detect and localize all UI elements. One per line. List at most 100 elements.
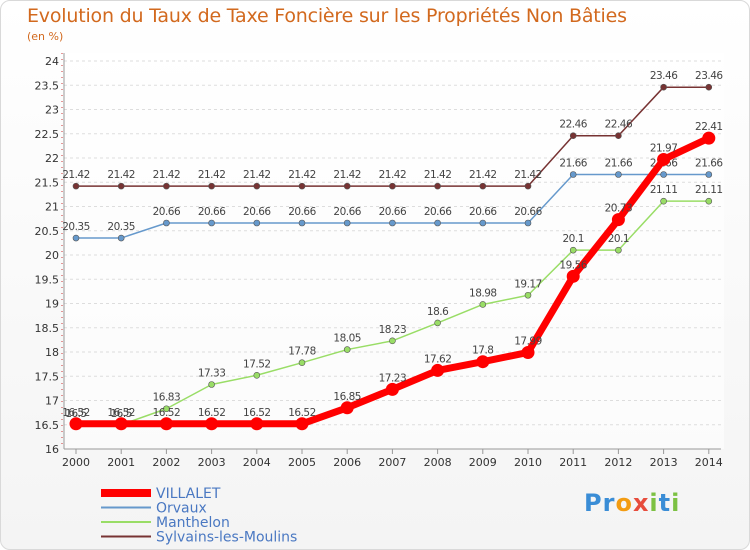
x-tick-label: 2013 [650,456,678,469]
data-label: 16.83 [153,392,181,404]
data-point [569,132,577,139]
data-point [340,401,354,415]
data-point [253,219,261,227]
x-tick-label: 2005 [288,456,316,469]
data-point [208,381,215,388]
data-point [205,417,219,431]
data-label: 20.66 [288,206,316,218]
data-label: 21.66 [559,157,587,169]
data-point [657,152,671,166]
data-label: 16.52 [288,407,316,419]
data-point [72,182,80,190]
data-point [253,182,261,190]
data-label: 20.35 [62,221,90,233]
data-label: 21.66 [605,157,633,169]
logo-letter: x [632,489,650,517]
data-label: 16.52 [243,407,271,419]
x-tick-label: 2011 [559,456,587,469]
data-point [434,319,441,327]
data-label: 17.99 [514,335,542,347]
data-label: 16.5 [65,408,86,420]
data-label: 20.66 [198,206,226,218]
data-label: 18.98 [469,287,497,299]
legend-label: Sylvains-les-Moulins [156,530,297,546]
x-tick-label: 2008 [424,456,452,469]
data-point [253,371,261,379]
data-label: 23.46 [695,70,723,82]
data-label: 17.33 [198,367,226,379]
data-label: 21.42 [469,169,497,181]
plot-area [64,53,724,449]
legend-label: VILLALET [156,486,221,502]
data-point [208,219,215,227]
y-tick-label: 18 [45,346,59,359]
data-point [569,171,577,178]
data-label: 21.42 [288,169,316,181]
data-label: 20.1 [608,233,629,245]
data-point [114,417,128,431]
data-point [615,171,622,178]
data-point [479,301,487,308]
data-point [615,246,622,254]
y-tick-label: 20.5 [35,225,60,238]
data-point [250,417,264,431]
data-label: 20.35 [107,221,135,233]
data-point [479,182,487,190]
data-label: 21.42 [379,169,407,181]
data-point [295,417,309,431]
data-label: 16.52 [153,407,181,419]
x-tick-label: 2009 [469,456,497,469]
data-label: 21.42 [333,169,361,181]
data-point [434,219,441,227]
data-label: 20.66 [379,206,407,218]
data-label: 21.42 [198,169,226,181]
data-label: 20.66 [333,206,361,218]
data-point [479,219,487,227]
data-label: 17.62 [424,353,452,365]
x-tick-label: 2004 [243,456,271,469]
data-label: 21.66 [695,157,723,169]
data-point [72,234,80,242]
data-label: 18.05 [333,333,361,345]
data-point [69,417,83,431]
data-label: 20.66 [469,206,497,218]
x-tick-label: 2012 [604,456,632,469]
data-label: 23.46 [650,70,678,82]
data-label: 16.5 [111,408,132,420]
data-point [660,171,667,178]
data-label: 19.56 [559,259,587,271]
data-label: 17.23 [379,372,407,384]
logo-letter: r [602,489,616,517]
y-tick-label: 21.5 [35,176,60,189]
data-point [566,269,580,283]
data-label: 20.66 [514,206,542,218]
data-label: 16.52 [62,407,90,419]
data-label: 17.52 [243,358,271,370]
data-point [524,182,532,190]
data-point [117,182,125,190]
data-point [660,197,667,205]
y-tick-label: 24 [45,55,59,68]
data-point [524,291,532,299]
chart-title: Evolution du Taux de Taxe Foncière sur l… [27,5,627,27]
x-tick-label: 2007 [378,456,406,469]
logo-letter: o [615,489,633,517]
y-tick-label: 19.5 [35,273,60,286]
data-label: 16.52 [107,407,135,419]
data-point [298,219,306,227]
data-label: 16.52 [198,407,226,419]
unit-label: (en %) [27,30,64,43]
data-label: 21.42 [107,169,135,181]
x-tick-label: 2003 [198,456,226,469]
data-label: 22.41 [695,121,723,133]
data-label: 16.85 [333,391,361,403]
x-tick-label: 2006 [333,456,361,469]
x-tick-label: 2010 [514,456,542,469]
data-point [163,405,170,413]
y-tick-label: 22.5 [35,128,60,141]
x-tick-label: 2014 [695,456,723,469]
data-point [343,182,351,190]
data-point [524,219,532,227]
data-label: 20.66 [153,206,181,218]
data-point [385,382,399,396]
